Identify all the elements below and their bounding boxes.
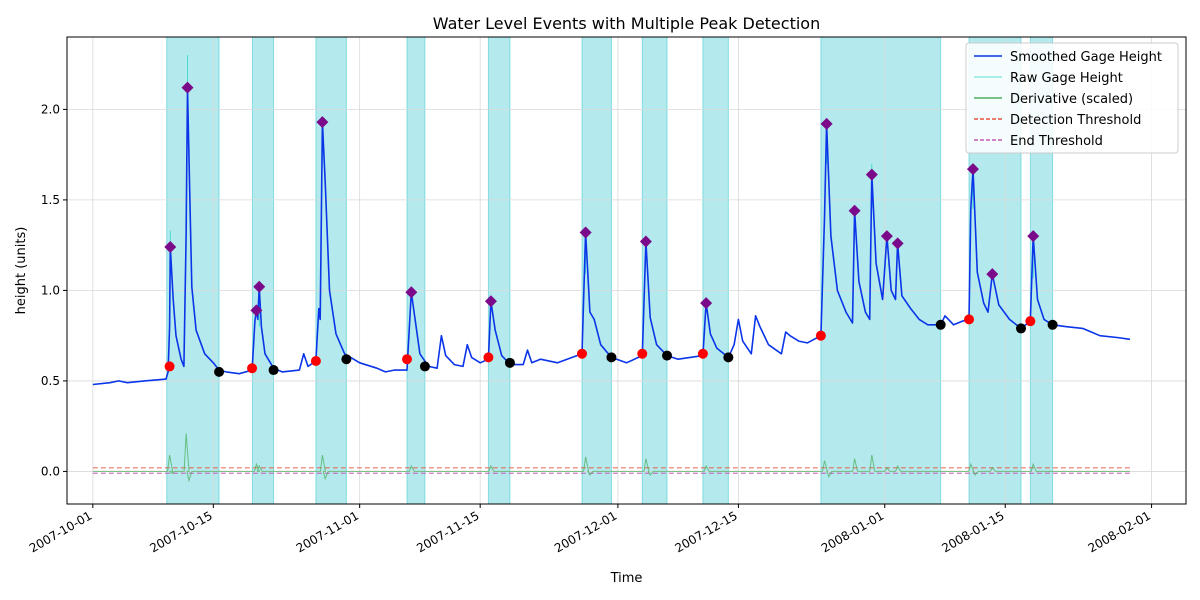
peak-marker	[848, 204, 861, 217]
legend-box	[965, 42, 1179, 154]
legend-label: Detection Threshold	[1010, 113, 1141, 128]
y-tick-label: 0.0	[41, 464, 60, 478]
event-end-marker	[1047, 319, 1058, 330]
event-end-marker	[723, 352, 734, 363]
event-start-marker	[697, 348, 708, 359]
chart-title: Water Level Events with Multiple Peak De…	[433, 14, 820, 33]
peak-marker	[253, 280, 266, 293]
event-end-marker	[606, 352, 617, 363]
event-end-marker	[419, 361, 430, 372]
legend: Smoothed Gage Height Raw Gage Height Deriv…	[965, 42, 1179, 154]
peak-marker	[316, 116, 329, 129]
peak-marker	[639, 235, 652, 248]
event-spans	[166, 36, 1054, 505]
peak-marker	[250, 304, 263, 317]
y-tick-label: 1.5	[41, 193, 60, 207]
event-end-marker	[214, 366, 225, 377]
event-end-marker	[504, 357, 515, 368]
event-start-marker	[483, 352, 494, 363]
y-tick-label: 2.0	[41, 102, 60, 116]
event-span	[487, 36, 511, 505]
peak-marker	[820, 117, 833, 130]
peak-marker	[700, 297, 713, 310]
peak-marker	[986, 268, 999, 281]
legend-label: Derivative (scaled)	[1010, 92, 1133, 107]
legend-label: Smoothed Gage Height	[1010, 50, 1162, 65]
event-start-marker	[402, 354, 413, 365]
event-span	[641, 36, 668, 505]
legend-label: End Threshold	[1010, 134, 1103, 149]
y-axis-ticks: 0.0 0.5 1.0 1.5 2.0	[41, 102, 67, 478]
event-span	[702, 36, 729, 505]
event-span	[406, 36, 426, 505]
peak-marker	[865, 168, 878, 181]
event-span	[581, 36, 612, 505]
y-tick-label: 0.5	[41, 374, 60, 388]
event-end-marker	[1016, 323, 1027, 334]
event-start-marker	[815, 330, 826, 341]
event-start-marker	[164, 361, 175, 372]
plot-frame	[66, 36, 1187, 505]
event-start-marker	[964, 314, 975, 325]
peak-marker	[966, 163, 979, 176]
event-end-marker	[268, 365, 279, 376]
legend-label: Raw Gage Height	[1010, 71, 1123, 86]
peak-marker	[1027, 230, 1040, 243]
event-span	[251, 36, 275, 505]
peak-marker	[484, 295, 497, 308]
event-span	[315, 36, 347, 505]
event-start-marker	[1025, 316, 1036, 327]
event-span	[820, 36, 942, 505]
x-axis-label: Time	[610, 571, 643, 586]
peak-marker	[579, 226, 592, 239]
markers	[164, 81, 1058, 377]
peak-marker	[181, 81, 194, 94]
event-start-marker	[310, 356, 321, 367]
event-start-marker	[247, 363, 258, 374]
peak-marker	[880, 230, 893, 243]
event-start-marker	[577, 348, 588, 359]
event-end-marker	[935, 319, 946, 330]
peak-marker	[891, 237, 904, 250]
event-span	[166, 36, 220, 505]
thresholds	[92, 467, 1131, 474]
y-axis-label: height (units)	[14, 227, 29, 315]
peak-marker	[405, 286, 418, 299]
event-end-marker	[341, 354, 352, 365]
y-tick-label: 1.0	[41, 283, 60, 297]
event-start-marker	[637, 348, 648, 359]
derivative-line	[92, 433, 1130, 483]
peak-marker	[164, 240, 177, 253]
event-end-marker	[662, 350, 673, 361]
